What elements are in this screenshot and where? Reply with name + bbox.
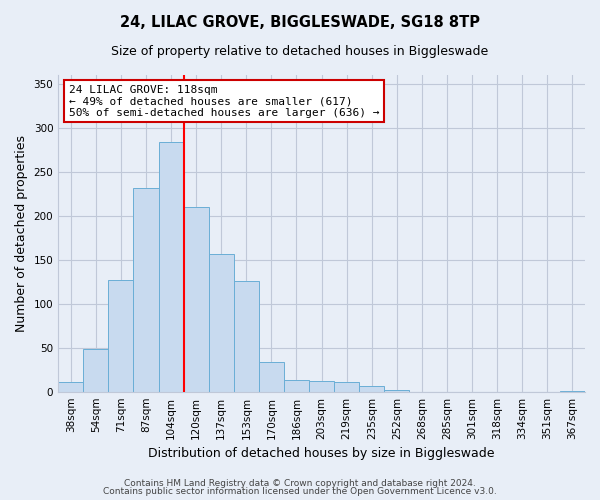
Text: Contains HM Land Registry data © Crown copyright and database right 2024.: Contains HM Land Registry data © Crown c…	[124, 478, 476, 488]
Bar	[359, 386, 385, 392]
Text: 24 LILAC GROVE: 118sqm
← 49% of detached houses are smaller (617)
50% of semi-de: 24 LILAC GROVE: 118sqm ← 49% of detached…	[69, 84, 379, 117]
Bar	[234, 281, 259, 392]
Bar	[58, 382, 83, 392]
Bar	[133, 188, 158, 392]
Bar	[209, 254, 234, 392]
Text: Size of property relative to detached houses in Biggleswade: Size of property relative to detached ho…	[112, 45, 488, 58]
Bar	[334, 382, 359, 392]
Bar	[309, 381, 334, 392]
Text: 24, LILAC GROVE, BIGGLESWADE, SG18 8TP: 24, LILAC GROVE, BIGGLESWADE, SG18 8TP	[120, 15, 480, 30]
Y-axis label: Number of detached properties: Number of detached properties	[15, 135, 28, 332]
Bar	[284, 380, 309, 392]
Bar	[109, 280, 133, 392]
Bar	[259, 362, 284, 392]
Bar	[184, 207, 209, 392]
Bar	[560, 391, 585, 392]
Bar	[158, 142, 184, 392]
X-axis label: Distribution of detached houses by size in Biggleswade: Distribution of detached houses by size …	[148, 447, 495, 460]
Bar	[385, 390, 409, 392]
Text: Contains public sector information licensed under the Open Government Licence v3: Contains public sector information licen…	[103, 487, 497, 496]
Bar	[83, 350, 109, 392]
